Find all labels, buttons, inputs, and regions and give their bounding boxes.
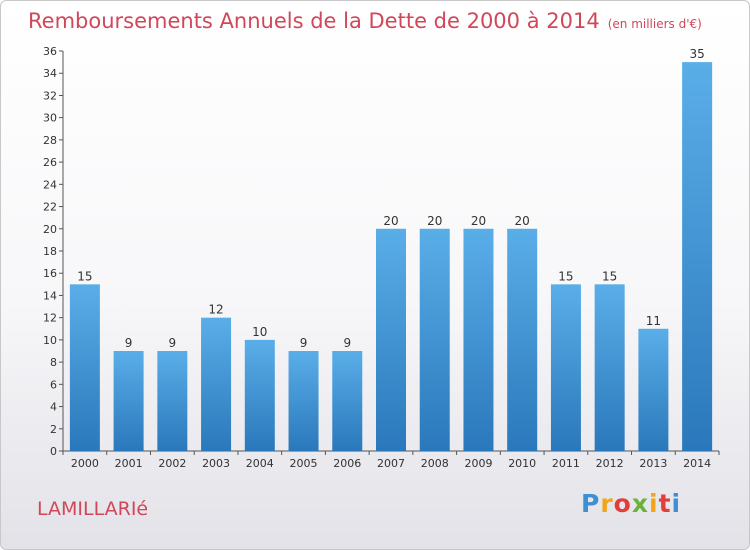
bar	[157, 351, 188, 451]
x-tick-label: 2011	[552, 457, 580, 470]
bar	[201, 317, 232, 451]
x-tick-label: 2002	[158, 457, 186, 470]
bar	[594, 284, 625, 451]
y-tick-label: 2	[50, 423, 57, 436]
data-label: 10	[252, 325, 267, 339]
data-label: 20	[383, 214, 398, 228]
y-tick-label: 28	[43, 134, 57, 147]
y-tick-label: 14	[43, 289, 57, 302]
bar	[244, 339, 275, 451]
y-tick-label: 20	[43, 223, 57, 236]
data-label: 15	[602, 269, 617, 283]
data-label: 9	[343, 336, 351, 350]
y-tick-label: 12	[43, 312, 57, 325]
x-tick-label: 2006	[333, 457, 361, 470]
bar	[69, 284, 100, 451]
data-label: 9	[125, 336, 133, 350]
data-label: 15	[77, 269, 92, 283]
chart-title-unit: (en milliers d'€)	[607, 17, 702, 31]
data-label: 35	[689, 47, 704, 61]
y-tick-label: 32	[43, 89, 57, 102]
data-label: 11	[646, 314, 661, 328]
bar	[682, 62, 713, 451]
x-tick-label: 2004	[246, 457, 274, 470]
logo-letter: x	[631, 489, 649, 518]
data-label: 12	[208, 303, 223, 317]
y-tick-label: 24	[43, 178, 57, 191]
x-tick-label: 2008	[421, 457, 449, 470]
y-tick-label: 22	[43, 201, 57, 214]
y-tick-label: 18	[43, 245, 57, 258]
x-tick-label: 2007	[377, 457, 405, 470]
y-tick-label: 4	[50, 401, 57, 414]
x-tick-label: 2010	[508, 457, 536, 470]
proxiti-logo: Proxiti	[581, 489, 681, 518]
logo-letter: t	[658, 489, 672, 518]
x-tick-label: 2000	[71, 457, 99, 470]
x-tick-label: 2013	[639, 457, 667, 470]
chart-title: Remboursements Annuels de la Dette de 20…	[28, 9, 702, 33]
data-label: 15	[558, 269, 573, 283]
y-tick-label: 10	[43, 334, 57, 347]
bar	[419, 228, 450, 451]
commune-name: LAMILLARIé	[37, 498, 149, 520]
data-label: 9	[169, 336, 177, 350]
logo-letter: i	[649, 489, 659, 518]
bar	[550, 284, 581, 451]
data-label: 20	[471, 214, 486, 228]
x-tick-label: 2003	[202, 457, 230, 470]
bar	[113, 351, 144, 451]
data-label: 20	[515, 214, 530, 228]
logo-letter: i	[671, 489, 682, 518]
bar	[376, 228, 406, 451]
chart-bars	[69, 62, 713, 451]
bar	[507, 228, 538, 451]
logo-letter: r	[600, 489, 614, 518]
chart-title-main: Remboursements Annuels de la Dette de 20…	[28, 9, 600, 33]
data-label: 9	[300, 336, 308, 350]
logo-letter: P	[581, 489, 601, 518]
x-tick-label: 2001	[115, 457, 143, 470]
y-tick-label: 0	[50, 445, 57, 458]
data-label: 20	[427, 214, 442, 228]
bar	[288, 351, 319, 451]
bar	[638, 328, 669, 451]
chart-labels: 2000 15 2001 9 2002 9 2003 12 2004 10 2005 9 2006 9 20…	[71, 47, 711, 470]
x-tick-label: 2014	[683, 457, 711, 470]
logo-letter: o	[613, 489, 632, 518]
x-tick-label: 2012	[596, 457, 624, 470]
x-tick-label: 2009	[464, 457, 492, 470]
y-tick-label: 8	[50, 356, 57, 369]
y-tick-label: 26	[43, 156, 57, 169]
y-tick-label: 16	[43, 267, 57, 280]
y-tick-label: 36	[43, 45, 57, 58]
bar	[463, 228, 494, 451]
x-tick-label: 2005	[290, 457, 318, 470]
bar	[332, 351, 363, 451]
y-tick-label: 30	[43, 112, 57, 125]
y-tick-label: 34	[43, 67, 57, 80]
y-tick-label: 6	[50, 378, 57, 391]
